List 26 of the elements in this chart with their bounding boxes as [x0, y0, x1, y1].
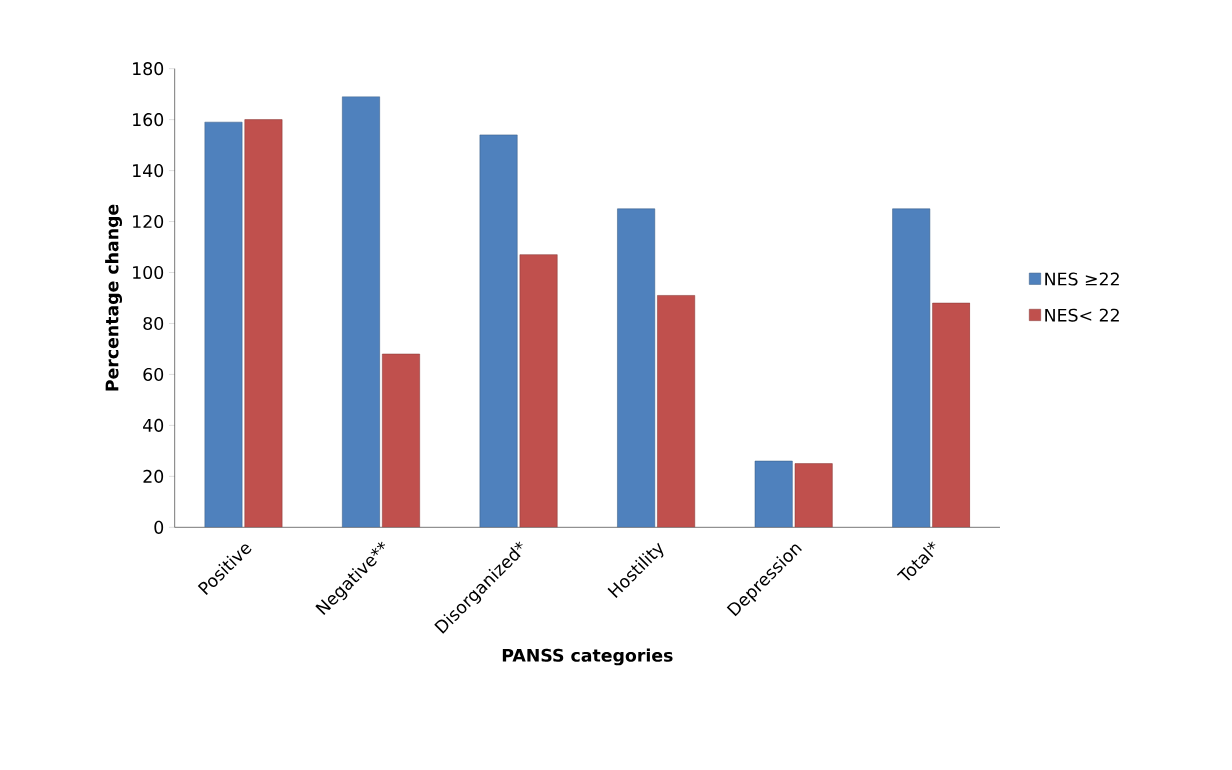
- bar: [342, 96, 380, 528]
- bar: [794, 463, 833, 528]
- y-tick-label: 100: [133, 265, 164, 280]
- bar: [479, 134, 518, 528]
- bar: [754, 460, 793, 528]
- y-tick-label: 20: [143, 469, 164, 483]
- bar: [617, 208, 656, 528]
- y-tick-label: 60: [143, 367, 164, 381]
- bar: [892, 208, 931, 528]
- bar: [382, 353, 420, 528]
- legend-label: NES ≥22: [1045, 272, 1119, 286]
- y-tick-label: 0: [154, 520, 164, 534]
- y-tick-label: 80: [143, 316, 164, 331]
- bar: [519, 254, 558, 528]
- y-tick-label: 160: [133, 113, 164, 127]
- y-axis-title: Percentage change: [105, 204, 123, 391]
- x-axis-title: PANSS categories: [502, 648, 673, 666]
- bar: [932, 302, 971, 528]
- bar: [244, 119, 283, 528]
- bar: [657, 295, 696, 528]
- y-tick-label: 140: [133, 164, 164, 178]
- legend-label: NES< 22: [1045, 308, 1119, 322]
- bar: [204, 121, 243, 528]
- y-tick-label: 180: [133, 62, 164, 76]
- y-tick-label: 40: [143, 418, 164, 432]
- y-tick-label: 120: [133, 214, 164, 229]
